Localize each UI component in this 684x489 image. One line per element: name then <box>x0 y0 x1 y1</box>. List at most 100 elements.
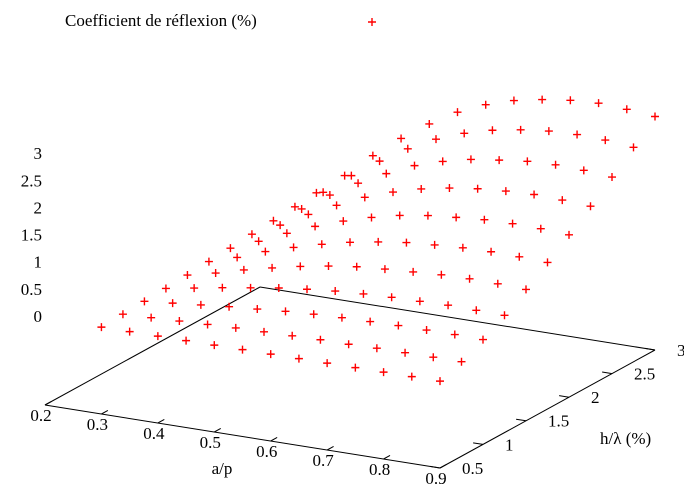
z-tick-label: 1 <box>34 253 43 272</box>
point <box>168 299 177 308</box>
point <box>309 310 318 319</box>
y-tick-label: 3 <box>677 341 684 360</box>
point <box>495 156 504 165</box>
point <box>622 105 631 114</box>
point <box>565 230 573 239</box>
y-tick-label: 2.5 <box>634 365 655 384</box>
y-axis-label: h/λ (%) <box>600 429 651 448</box>
point <box>190 284 199 293</box>
point <box>651 112 659 121</box>
box-edge <box>44 286 261 406</box>
point <box>161 284 170 293</box>
point <box>452 213 461 222</box>
point <box>487 247 496 256</box>
point <box>344 340 353 349</box>
point <box>316 335 325 344</box>
x-tick <box>101 410 109 415</box>
point <box>282 229 291 238</box>
point <box>493 279 502 288</box>
y-tick <box>602 371 613 375</box>
point <box>458 243 467 252</box>
point <box>312 188 321 197</box>
x-tick <box>270 437 278 442</box>
point <box>140 297 149 306</box>
z-tick-label: 3 <box>34 144 43 163</box>
point <box>551 160 560 169</box>
point <box>354 179 363 188</box>
box-edge <box>44 404 441 469</box>
point <box>211 269 220 278</box>
point <box>438 157 447 166</box>
y-tick <box>430 465 441 469</box>
point <box>118 310 127 319</box>
point <box>472 306 481 315</box>
point <box>254 237 263 246</box>
y-tick-label: 1.5 <box>548 412 569 431</box>
x-tick <box>439 464 447 469</box>
point <box>147 313 156 322</box>
z-tick-label: 0.5 <box>21 280 42 299</box>
point <box>382 169 391 178</box>
x-axis-label: a/p <box>212 459 233 478</box>
point <box>317 240 326 249</box>
point <box>395 211 404 220</box>
point <box>608 173 616 182</box>
point <box>97 323 106 332</box>
z-tick-label: 2 <box>34 198 43 217</box>
point <box>375 157 384 166</box>
point <box>340 171 349 180</box>
point <box>501 187 510 196</box>
point <box>359 289 368 298</box>
point <box>266 350 275 359</box>
x-tick-label: 0.6 <box>256 442 277 461</box>
point <box>457 357 466 366</box>
point <box>294 354 303 363</box>
z-tick-label: 0 <box>34 307 43 326</box>
point <box>182 336 191 345</box>
point <box>372 344 381 353</box>
point <box>480 215 489 224</box>
legend-label: Coefficient de réflexion (%) <box>65 11 257 30</box>
point <box>453 108 462 117</box>
x-tick-label: 0.7 <box>313 451 335 470</box>
point <box>183 271 192 280</box>
z-tick-label: 2.5 <box>21 171 42 190</box>
point <box>203 320 212 329</box>
point <box>515 252 524 261</box>
x-tick <box>326 446 334 451</box>
point <box>430 240 439 249</box>
point <box>225 302 234 311</box>
point <box>522 285 530 294</box>
point <box>296 262 305 271</box>
x-tick <box>383 455 391 460</box>
point <box>544 127 553 136</box>
point <box>204 257 213 266</box>
box-edge <box>259 286 656 351</box>
point <box>303 285 311 294</box>
point <box>368 151 377 160</box>
point <box>346 238 354 247</box>
point <box>276 221 285 230</box>
point <box>261 247 270 256</box>
point <box>465 274 474 283</box>
point <box>500 311 509 320</box>
y-tick-label: 0.5 <box>462 459 483 478</box>
point <box>268 263 277 272</box>
point <box>530 190 539 199</box>
y-tick-label: 2 <box>591 388 600 407</box>
point <box>352 262 361 271</box>
point <box>387 293 396 302</box>
x-tick-label: 0.8 <box>369 460 390 479</box>
point <box>444 301 453 310</box>
point <box>323 359 332 368</box>
x-tick <box>157 419 165 424</box>
point <box>347 171 356 180</box>
point <box>331 287 340 296</box>
point <box>288 331 297 340</box>
point <box>351 363 360 372</box>
point <box>594 99 603 108</box>
point <box>417 184 426 193</box>
point <box>304 210 313 219</box>
point <box>247 230 256 239</box>
